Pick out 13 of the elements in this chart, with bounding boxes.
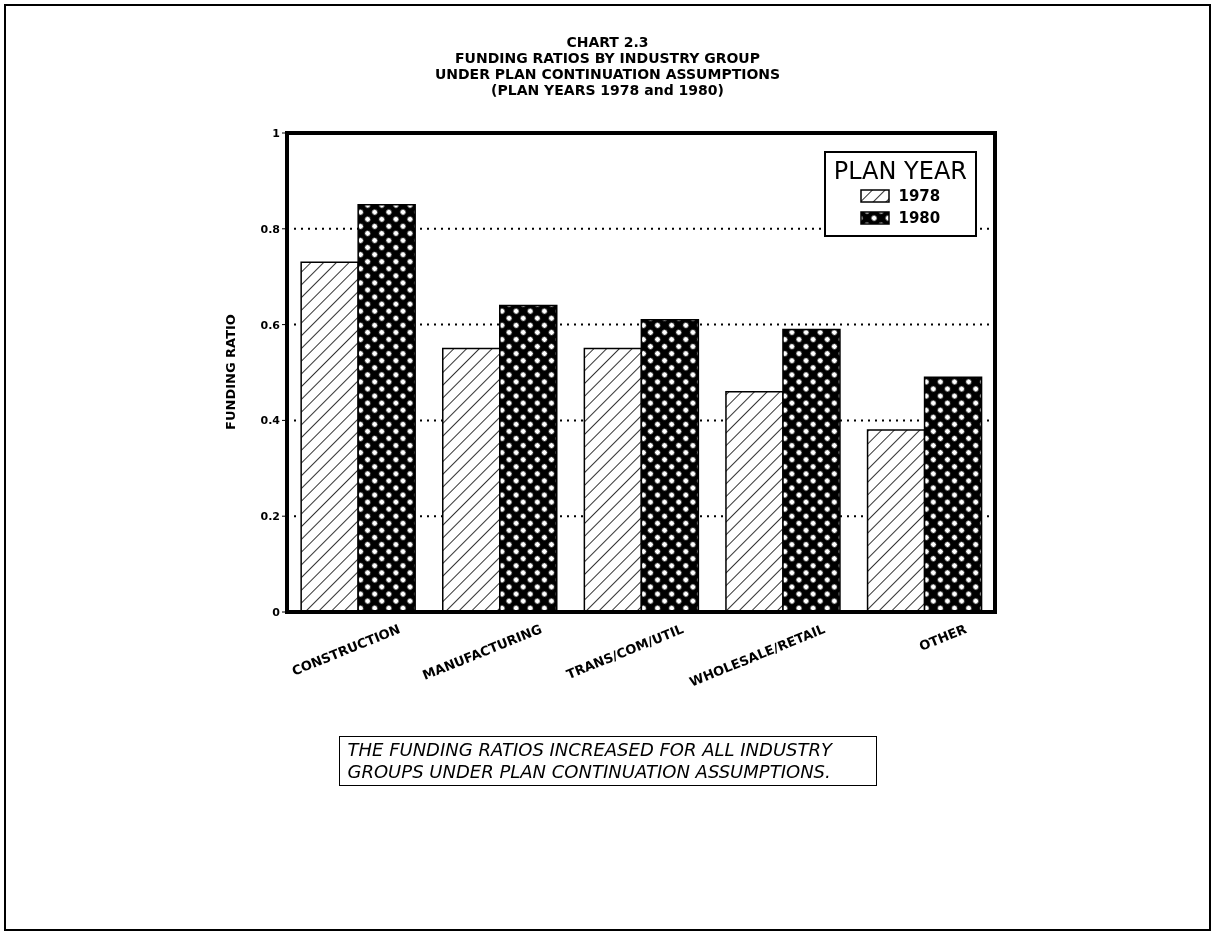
y-tick-label: 0.2: [260, 510, 280, 524]
text: THE FUNDING RATIOS INCREASED FOR ALL INDUSTRY GROUPS UNDER PLAN CONTINUATION ASSUMPTIONS.: [338, 736, 877, 786]
y-tick-label: 1: [272, 126, 280, 140]
y-axis-title: FUNDING RATIO: [222, 314, 238, 430]
chart-subtitle: FUNDING RATIOS BY INDUSTRY GROUP UNDER PLAN CONTINUATION ASSUMPTIONS (PLAN YEARS 1978 and 1980): [433, 50, 782, 98]
legend-label: 1978: [898, 186, 941, 207]
legend-label: 1980: [898, 208, 941, 229]
chart-title: CHART 2.3: [565, 34, 650, 50]
y-tick-label: 0.4: [260, 414, 281, 428]
y-tick-label: 0: [272, 605, 281, 619]
legend-title: PLAN YEAR: [833, 157, 967, 185]
y-tick-label: 0.6: [260, 318, 281, 332]
y-tick-label: 0.8: [260, 222, 280, 236]
